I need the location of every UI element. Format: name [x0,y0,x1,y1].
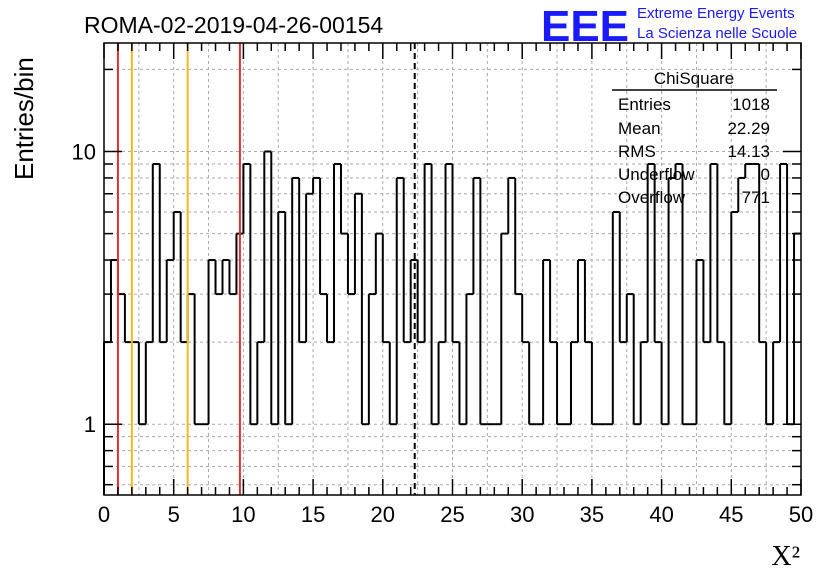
x-axis-label: X² [771,541,800,572]
histogram-bars [103,150,801,495]
x-tick-label: 0 [98,502,110,527]
y-axis-label: Entries/bin [9,57,39,180]
x-tick-label: 10 [231,502,255,527]
stats-label-rms: RMS [618,142,656,161]
x-tick-label: 20 [371,502,395,527]
logo-mark: EEE [541,2,629,51]
x-tick-label: 35 [580,502,604,527]
chart-title: ROMA-02-2019-04-26-00154 [84,12,383,38]
x-tick-label: 25 [440,502,464,527]
stats-label-entries: Entries [618,95,671,114]
stats-label-mean: Mean [618,119,661,138]
axis-ticks [103,43,802,495]
logo-line1: Extreme Energy Events [637,5,795,22]
stats-value-rms: 14.13 [727,142,770,161]
x-tick-label: 50 [789,502,813,527]
x-tick-label: 40 [649,502,673,527]
stats-label-overflow: Overflow [618,188,686,207]
x-tick-label: 30 [510,502,534,527]
x-tick-label: 15 [301,502,325,527]
y-tick-label: 10 [72,140,96,165]
x-tick-label: 5 [168,502,180,527]
stats-value-mean: 22.29 [727,119,770,138]
stats-title: ChiSquare [654,69,734,88]
logo-line2: La Scienza nelle Scuole [637,25,797,42]
stats-value-overflow: 771 [742,188,770,207]
stats-value-underflow: 0 [761,165,770,184]
x-tick-label: 45 [719,502,743,527]
eee-logo: EEE Extreme Energy Events La Scienza nel… [541,2,797,51]
y-tick-label: 1 [84,412,96,437]
stats-value-entries: 1018 [732,95,770,114]
stats-label-underflow: Underflow [618,165,695,184]
stats-box: ChiSquare Entries 1018 Mean 22.29 RMS 14… [612,69,777,207]
reference-lines [116,43,416,495]
